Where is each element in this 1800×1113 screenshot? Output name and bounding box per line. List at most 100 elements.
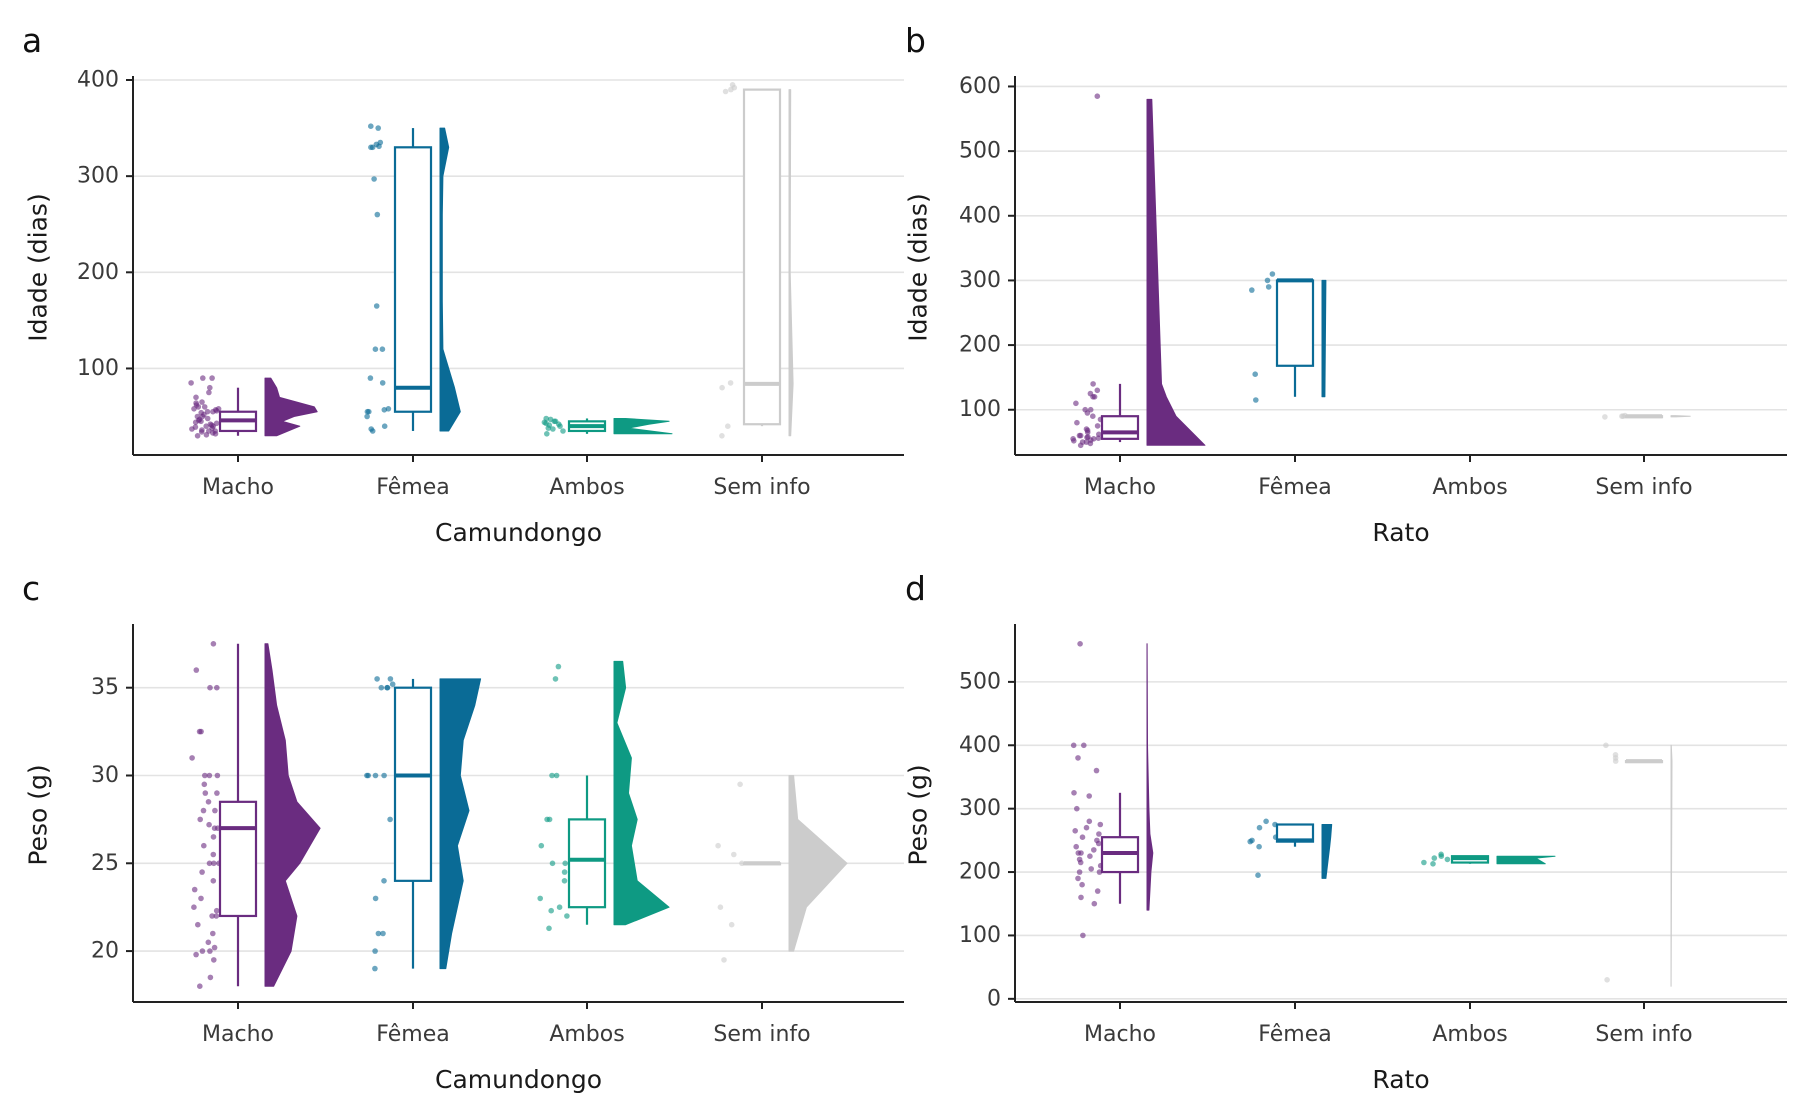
panel-a-series-sem-info-point-2 — [719, 384, 725, 391]
panel-b-series-fêmea-point-0 — [1253, 397, 1259, 403]
panel-a-ytick-label-1: 200 — [77, 260, 119, 285]
panel-b-ytick-label-1: 200 — [959, 333, 1001, 358]
panel-a-series-fêmea-point-14 — [371, 176, 377, 182]
panel-d-series-macho-point-21 — [1072, 828, 1078, 834]
panel-a-series-fêmea-point-3 — [364, 413, 370, 420]
panel-a-series-macho-point-29 — [215, 406, 222, 412]
panel-b-series-macho-point-13 — [1096, 431, 1102, 438]
panel-d-series-macho-point-24 — [1086, 818, 1093, 825]
panel-c-xtick-label-1: Fêmea — [376, 1022, 449, 1047]
panel-d-series-macho-point-4 — [1079, 881, 1085, 888]
panel-b-ytick-label-4: 500 — [959, 139, 1001, 164]
panel-d-series-ambos-point-0 — [1430, 861, 1436, 867]
panel-c-series-ambos-point-7 — [549, 860, 556, 867]
panel-b-series-macho-point-20 — [1090, 413, 1096, 420]
panel-a-series-fêmea-point-13 — [374, 211, 381, 218]
panel-c-series-macho-point-6 — [211, 944, 218, 951]
panel-d-series-macho-point-0 — [1080, 932, 1086, 939]
panel-a-series-ambos-point-1 — [560, 428, 566, 434]
panel-d-series-macho-density — [1146, 643, 1154, 911]
panel-d-ylabel: Peso (g) — [904, 764, 933, 865]
panel-c-series-ambos-point-15 — [555, 663, 562, 670]
panel-c-series-macho-point-2 — [211, 957, 217, 963]
panel-a-series-macho-point-38 — [207, 384, 213, 391]
panel-c-series-macho-point-34 — [206, 772, 213, 779]
panel-d-series-macho-point-30 — [1081, 742, 1087, 749]
panel-c-xtick-label-0: Macho — [202, 1022, 274, 1047]
panel-d-ytick-label-3: 300 — [959, 796, 1001, 821]
panel-b-xlabel: Rato — [1372, 518, 1429, 547]
panel-b-series-macho-point-28 — [1094, 387, 1101, 394]
panel-c-series-ambos-point-3 — [556, 904, 563, 910]
panel-a-xtick-label-2: Ambos — [549, 475, 624, 500]
panel-c-series-macho-box — [218, 800, 258, 918]
panel-a-series-fêmea-point-9 — [367, 375, 374, 381]
panel-a-ytick-label-3: 400 — [77, 68, 119, 93]
panel-a-ylabel: Idade (dias) — [24, 193, 53, 341]
panel-d-series-macho-point-2 — [1078, 894, 1084, 901]
panel-b-series-macho-point-10 — [1085, 434, 1091, 440]
panel-b-series-macho-point-30 — [1094, 93, 1101, 99]
panel-c-series-macho-point-39 — [196, 728, 203, 735]
panel-d-series-macho-point-1 — [1091, 900, 1098, 907]
panel-d-ytick-label-0: 0 — [987, 986, 1001, 1011]
panel-c-series-macho-point-43 — [210, 641, 217, 647]
panel-d-series-fêmea-point-5 — [1256, 824, 1263, 831]
panel-b-series-fêmea-point-2 — [1249, 287, 1255, 293]
panel-b-ytick-label-2: 300 — [959, 268, 1001, 293]
panel-c-series-ambos-point-11 — [546, 816, 553, 823]
panel-d-series-fêmea-point-3 — [1249, 837, 1255, 844]
panel-c-series-ambos-point-6 — [561, 869, 568, 875]
panel-a-series-macho-point-24 — [198, 409, 204, 416]
panel-c-series-fêmea-point-9 — [381, 772, 387, 779]
panel-a-series-macho-point-40 — [200, 375, 206, 381]
panel-d-series-ambos-point-1 — [1421, 859, 1427, 866]
panel-a-series-sem-info-density — [788, 89, 794, 437]
panel-c-series-macho-point-4 — [207, 948, 213, 954]
panel-c-series-sem-info-point-4 — [731, 851, 737, 858]
panel-c-series-sem-info-point-1 — [728, 921, 735, 928]
panel-a-series-macho-point-12 — [203, 423, 209, 430]
panel-c-series-macho-point-13 — [191, 904, 197, 910]
panel-a-series-ambos — [541, 415, 673, 437]
panel-c-series-macho-point-30 — [205, 799, 212, 805]
panel-c-series-fêmea-point-15 — [374, 676, 380, 682]
panel-d-series-macho-point-19 — [1079, 834, 1086, 840]
panel-a-xtick-label-0: Macho — [202, 475, 274, 500]
panel-c-series-macho-point-11 — [209, 913, 215, 919]
panel-a-series-macho-point-21 — [194, 413, 201, 420]
panel-d-series-macho-point-8 — [1088, 866, 1094, 872]
panel-d-series-sem-info — [1603, 742, 1673, 987]
panel-d-series-fêmea-density — [1321, 824, 1333, 879]
panel-c-series-fêmea-point-6 — [387, 816, 393, 823]
panel-c-series-macho-point-3 — [193, 951, 199, 958]
panel-c-series-ambos-box — [567, 818, 607, 909]
panel-c-series-macho-point-23 — [210, 834, 217, 840]
panel-b-series-macho-point-16 — [1083, 426, 1090, 432]
panel-c-series-ambos-point-0 — [546, 925, 552, 932]
panel-b-series-macho — [1070, 93, 1206, 449]
panel-b-ylabel: Idade (dias) — [904, 193, 933, 341]
panel-c-series-macho-point-40 — [214, 684, 220, 691]
panel-a-series-macho-density — [264, 377, 318, 437]
panel-c-series-macho-point-20 — [211, 860, 217, 867]
panel-a-series-macho-point-36 — [193, 394, 199, 401]
panel-c-series-fêmea-box — [393, 686, 433, 882]
panel-c-xtick-label-2: Ambos — [549, 1022, 624, 1047]
panel-d-series-macho-point-18 — [1094, 837, 1100, 844]
panel-b-series-fêmea-point-1 — [1252, 371, 1258, 378]
panel-c-series-macho-point-29 — [200, 807, 207, 814]
panel-b-series-macho-point-29 — [1090, 381, 1096, 387]
panel-d-series-ambos-point-5 — [1438, 851, 1444, 858]
panel-d-series-macho-point-15 — [1091, 847, 1097, 853]
panel-a-xlabel: Camundongo — [435, 518, 602, 547]
panel-b-series-macho-box — [1100, 415, 1140, 440]
panel-d: d Peso (g) Rato 0 100 200 300 400 500 Macho Fêmea A… — [904, 569, 1787, 1094]
panel-c-series-macho-point-8 — [210, 930, 216, 937]
panel-a-series-fêmea-point-1 — [368, 426, 375, 432]
panel-c-series-macho-point-16 — [210, 878, 217, 884]
panel-a-series-fêmea-point-2 — [381, 423, 388, 430]
panel-c-series-macho-point-33 — [201, 781, 208, 788]
panel-a-series-macho-point-10 — [192, 424, 199, 430]
